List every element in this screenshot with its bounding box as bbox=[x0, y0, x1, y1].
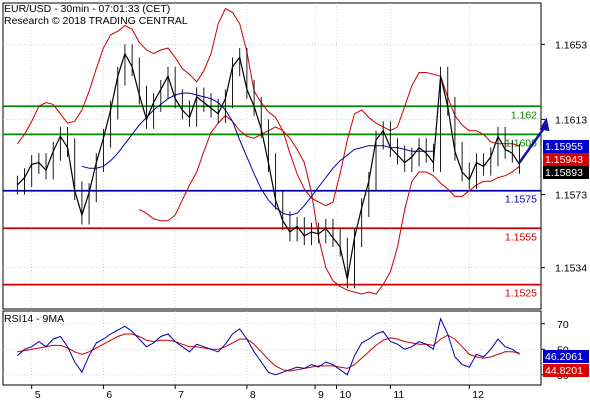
rsi-ma-line bbox=[17, 333, 520, 372]
x-tick-label: 9 bbox=[318, 389, 324, 400]
x-tick-label: 5 bbox=[35, 389, 41, 400]
projection-arrow-head bbox=[539, 117, 550, 132]
rsi-title: RSI14 - 9MA bbox=[4, 313, 64, 325]
rsi-badge-label: 44.8201 bbox=[545, 365, 583, 377]
level-label: 1.162 bbox=[511, 109, 537, 121]
x-tick-label: 7 bbox=[178, 389, 184, 400]
price-badge-label: 1.15955 bbox=[545, 141, 583, 153]
price-badge bbox=[543, 153, 589, 166]
chart-title: EUR/USD - 30min - 07:01:33 (CET) bbox=[4, 3, 170, 15]
x-tick-label: 12 bbox=[472, 389, 484, 400]
price-panel: 1.162 1.1605 1.1575 1.1555 1.1525 EUR/USD - … bbox=[2, 2, 589, 310]
x-tick-label: 6 bbox=[106, 389, 112, 400]
time-axis: 5 6 7 8 9 10 11 12 bbox=[31, 385, 484, 400]
price-badge bbox=[543, 140, 589, 153]
bollinger-lower bbox=[139, 114, 520, 295]
price-tick-label: 1.1573 bbox=[555, 189, 587, 201]
projection-arrow bbox=[518, 126, 546, 164]
rsi-gridlines bbox=[3, 311, 541, 385]
x-tick-label: 11 bbox=[393, 389, 404, 400]
level-label: 1.1525 bbox=[505, 288, 537, 300]
rsi-badges: 46.2061 44.8201 bbox=[543, 350, 589, 377]
price-panel-frame bbox=[2, 2, 542, 310]
bollinger-upper bbox=[16, 7, 520, 207]
rsi-badge-label: 46.2061 bbox=[545, 351, 583, 363]
rsi-line bbox=[16, 317, 520, 376]
x-tick-label: 8 bbox=[250, 389, 256, 400]
x-tick-label: 10 bbox=[340, 389, 352, 400]
rsi-badge bbox=[543, 364, 589, 377]
price-tick-label: 1.1534 bbox=[555, 263, 587, 275]
price-axis-ticks: 1.1534 1.1573 1.1613 1.1653 bbox=[541, 39, 587, 275]
price-series bbox=[16, 7, 550, 295]
price-tick-label: 1.1653 bbox=[555, 39, 587, 51]
support-resistance-levels: 1.162 1.1605 1.1575 1.1555 1.1525 bbox=[3, 105, 541, 300]
chart-copyright: Research © 2018 TRADING CENTRAL bbox=[4, 15, 188, 27]
rsi-tick-label: 70 bbox=[557, 319, 569, 331]
price-badge-label: 1.15893 bbox=[545, 167, 583, 179]
price-badge bbox=[543, 166, 589, 179]
rsi-badge bbox=[543, 350, 589, 363]
level-label: 1.1575 bbox=[505, 194, 537, 206]
rsi-series bbox=[16, 317, 520, 376]
price-tick-label: 1.1613 bbox=[555, 114, 587, 126]
rsi-panel-frame bbox=[2, 310, 542, 386]
price-badge-label: 1.15943 bbox=[545, 154, 583, 166]
level-label: 1.1555 bbox=[505, 231, 537, 243]
level-label: 1.1605 bbox=[505, 137, 537, 149]
